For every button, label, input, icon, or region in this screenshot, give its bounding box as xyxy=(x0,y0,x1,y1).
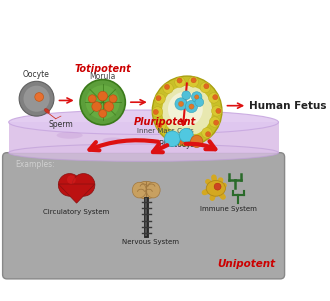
Circle shape xyxy=(193,138,198,144)
Circle shape xyxy=(80,79,125,125)
Ellipse shape xyxy=(9,110,279,135)
Circle shape xyxy=(164,130,175,140)
Circle shape xyxy=(86,85,120,119)
Circle shape xyxy=(189,104,194,109)
Text: Human Fetus: Human Fetus xyxy=(249,101,326,111)
Circle shape xyxy=(190,134,201,144)
Text: Morula: Morula xyxy=(89,72,116,81)
Text: Unipotent: Unipotent xyxy=(217,259,275,269)
Circle shape xyxy=(156,119,166,130)
Ellipse shape xyxy=(102,138,124,144)
Ellipse shape xyxy=(45,109,50,113)
Circle shape xyxy=(58,174,81,196)
Circle shape xyxy=(213,95,218,100)
Text: Examples:: Examples: xyxy=(16,160,55,169)
Circle shape xyxy=(191,92,202,102)
Circle shape xyxy=(175,98,187,110)
Ellipse shape xyxy=(9,144,279,161)
Circle shape xyxy=(179,139,184,144)
Circle shape xyxy=(156,95,161,101)
Circle shape xyxy=(212,106,222,116)
Circle shape xyxy=(209,117,220,127)
Circle shape xyxy=(109,95,117,103)
Text: Oocyte: Oocyte xyxy=(23,70,50,79)
Circle shape xyxy=(204,84,209,89)
Circle shape xyxy=(152,76,222,146)
Circle shape xyxy=(185,101,198,113)
Ellipse shape xyxy=(134,182,158,199)
Polygon shape xyxy=(58,184,95,203)
Circle shape xyxy=(72,174,95,196)
Circle shape xyxy=(195,98,204,107)
FancyBboxPatch shape xyxy=(9,122,279,153)
Circle shape xyxy=(157,123,162,128)
Circle shape xyxy=(168,92,203,126)
Circle shape xyxy=(155,94,165,104)
Circle shape xyxy=(175,77,185,87)
Circle shape xyxy=(209,93,219,103)
Circle shape xyxy=(23,86,50,112)
Ellipse shape xyxy=(132,182,146,198)
Circle shape xyxy=(162,86,212,136)
Circle shape xyxy=(88,95,96,103)
Text: Blastocyst: Blastocyst xyxy=(159,140,198,149)
Text: Immune System: Immune System xyxy=(200,206,257,212)
Text: Pluripotent: Pluripotent xyxy=(134,117,196,127)
Circle shape xyxy=(206,132,211,137)
Circle shape xyxy=(182,91,191,100)
Circle shape xyxy=(19,81,54,116)
Circle shape xyxy=(177,135,187,145)
Circle shape xyxy=(177,78,182,83)
Ellipse shape xyxy=(146,182,160,198)
Circle shape xyxy=(35,93,44,101)
Circle shape xyxy=(164,84,170,89)
Text: Circulatory System: Circulatory System xyxy=(44,209,110,215)
FancyBboxPatch shape xyxy=(3,153,284,279)
Circle shape xyxy=(214,120,219,125)
Text: Nervous System: Nervous System xyxy=(122,239,179,245)
Circle shape xyxy=(216,108,221,113)
Ellipse shape xyxy=(206,181,225,196)
Text: Totipotent: Totipotent xyxy=(74,64,131,74)
Circle shape xyxy=(166,134,171,139)
Circle shape xyxy=(98,91,108,101)
Circle shape xyxy=(152,107,163,117)
Circle shape xyxy=(202,128,212,138)
Circle shape xyxy=(104,102,114,111)
Circle shape xyxy=(179,128,193,142)
Circle shape xyxy=(200,82,211,93)
Circle shape xyxy=(164,131,180,147)
Circle shape xyxy=(188,77,198,87)
Circle shape xyxy=(179,101,183,107)
Circle shape xyxy=(214,183,221,190)
Circle shape xyxy=(153,109,158,115)
Circle shape xyxy=(191,78,196,83)
Circle shape xyxy=(163,83,173,93)
Circle shape xyxy=(191,135,203,147)
Text: Sperm: Sperm xyxy=(49,119,74,129)
Circle shape xyxy=(67,175,76,184)
Circle shape xyxy=(194,95,199,99)
Text: Inner Mass Cells: Inner Mass Cells xyxy=(137,128,194,134)
Circle shape xyxy=(99,110,107,117)
Ellipse shape xyxy=(56,132,83,139)
Circle shape xyxy=(92,102,101,111)
